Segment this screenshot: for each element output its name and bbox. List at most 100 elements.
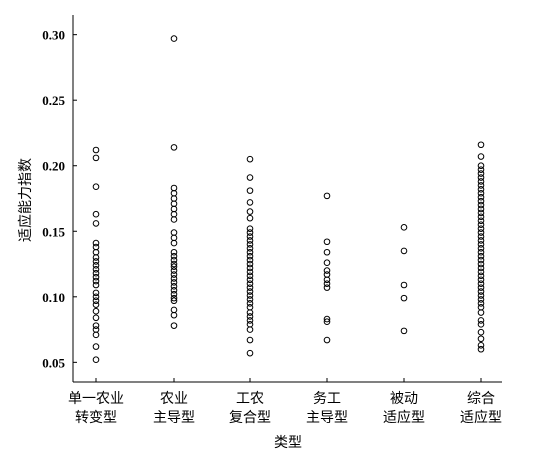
point [477, 342, 485, 349]
x-tick-label: 工农 [236, 391, 264, 407]
y-tick-label: 0.20 [42, 159, 65, 174]
point [323, 284, 331, 291]
point [323, 315, 331, 323]
point [170, 271, 178, 278]
point [246, 264, 254, 272]
point [92, 356, 100, 364]
x-tick-label: 农业 [160, 391, 188, 407]
point [477, 309, 485, 316]
point [477, 141, 485, 149]
x-axis-label: 类型 [274, 435, 302, 451]
point [246, 349, 254, 357]
point [92, 258, 100, 265]
y-tick-label: 0.10 [42, 290, 65, 305]
point [323, 248, 331, 256]
point [246, 256, 254, 264]
point [170, 260, 178, 268]
point [323, 318, 331, 326]
point [170, 286, 178, 294]
point [477, 252, 485, 260]
point [477, 241, 485, 248]
point [170, 267, 178, 274]
point [246, 272, 254, 280]
point [400, 327, 408, 335]
point [246, 241, 254, 248]
point [477, 264, 485, 272]
point [92, 154, 100, 162]
point [170, 290, 178, 298]
point [246, 214, 254, 222]
point [170, 216, 178, 223]
point [170, 256, 178, 264]
point [92, 254, 100, 261]
point [92, 239, 100, 247]
point [170, 283, 178, 290]
point [477, 328, 485, 336]
y-axis-label: 适应能力指数 [17, 158, 34, 242]
point [400, 247, 408, 255]
point [246, 292, 254, 299]
x-tick-label: 适应型 [383, 409, 425, 426]
point [246, 296, 254, 303]
point [92, 301, 100, 308]
x-tick-label: 转变型 [75, 410, 117, 426]
point [92, 265, 100, 273]
point [477, 260, 485, 268]
x-tick-label: 主导型 [153, 410, 195, 426]
point [92, 269, 100, 277]
point [246, 284, 254, 291]
point [477, 237, 485, 244]
point [477, 317, 485, 324]
point [477, 256, 485, 264]
point [477, 205, 485, 213]
point [170, 144, 178, 151]
point [246, 233, 254, 240]
point [477, 280, 485, 287]
point [92, 307, 100, 315]
point [246, 187, 254, 194]
point [477, 321, 485, 328]
point [477, 288, 485, 295]
point [477, 166, 485, 173]
point [477, 153, 485, 160]
point [246, 225, 254, 232]
x-tick-label: 被动 [390, 391, 418, 407]
point [246, 208, 254, 215]
point [477, 225, 485, 232]
point [477, 245, 485, 252]
point [477, 178, 485, 185]
point [246, 288, 254, 295]
point [246, 237, 254, 244]
x-tick-label: 单一农业 [68, 391, 124, 407]
point [92, 331, 100, 339]
point [323, 276, 331, 284]
y-tick-label: 0.25 [42, 93, 65, 108]
point [477, 300, 485, 307]
y-tick-label: 0.05 [42, 355, 65, 370]
point [477, 221, 485, 229]
y-tick-label: 0.30 [42, 28, 65, 43]
point [246, 252, 254, 260]
point [92, 210, 100, 218]
point [92, 289, 100, 297]
point [477, 268, 485, 276]
point [477, 170, 485, 177]
point [323, 259, 331, 267]
point [477, 296, 485, 303]
point [477, 292, 485, 299]
point [477, 209, 485, 217]
point [92, 262, 100, 269]
point [246, 326, 254, 333]
point [400, 281, 408, 289]
point [170, 35, 178, 42]
point [92, 322, 100, 329]
point [477, 189, 485, 197]
point [477, 182, 485, 189]
point [170, 248, 178, 256]
point [246, 155, 254, 163]
point [246, 313, 254, 320]
point [92, 146, 100, 154]
point [246, 229, 254, 236]
point [170, 275, 178, 282]
point [477, 276, 485, 284]
